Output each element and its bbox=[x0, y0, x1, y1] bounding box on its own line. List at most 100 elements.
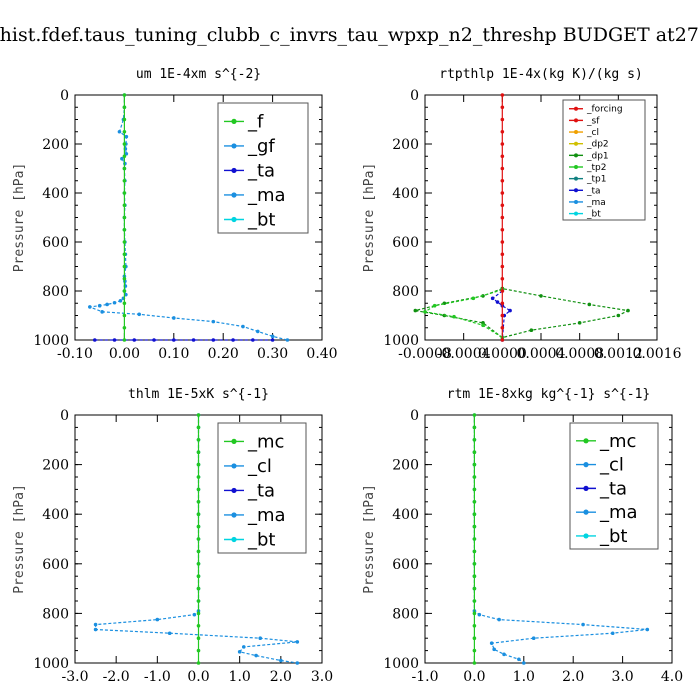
data-point bbox=[500, 252, 505, 257]
legend-marker bbox=[574, 118, 578, 123]
data-point bbox=[211, 319, 216, 324]
data-point bbox=[155, 617, 160, 622]
data-point bbox=[472, 624, 477, 628]
data-point bbox=[500, 93, 505, 97]
x-tick-label: 3.0 bbox=[311, 669, 333, 685]
legend-marker bbox=[231, 536, 237, 543]
data-point bbox=[93, 622, 98, 627]
legend-box bbox=[217, 102, 309, 234]
legend-marker bbox=[574, 130, 578, 135]
data-point bbox=[122, 276, 127, 281]
data-point bbox=[472, 599, 477, 603]
data-point bbox=[500, 215, 505, 220]
data-point bbox=[97, 303, 102, 308]
legend: _f _gf _ta _ma _bt bbox=[217, 102, 309, 234]
legend-marker bbox=[574, 188, 578, 193]
data-point bbox=[196, 413, 201, 417]
x-tick-label: -0.0008 bbox=[398, 346, 452, 362]
data-point bbox=[124, 134, 129, 139]
legend-marker bbox=[574, 164, 578, 169]
legend-label: _tp2 bbox=[586, 163, 606, 173]
data-point bbox=[472, 487, 477, 492]
legend-label: _cl bbox=[586, 128, 599, 138]
data-point bbox=[423, 310, 427, 314]
data-point bbox=[472, 586, 477, 591]
data-point bbox=[500, 178, 505, 183]
data-point bbox=[196, 450, 201, 455]
data-point bbox=[196, 475, 201, 479]
data-point bbox=[211, 338, 216, 342]
x-tick-label: 4.0 bbox=[661, 669, 683, 685]
legend-marker bbox=[231, 143, 237, 149]
y-tick-label: 1000 bbox=[33, 333, 69, 349]
data-point bbox=[500, 227, 505, 232]
legend-marker bbox=[574, 153, 578, 158]
data-point bbox=[500, 240, 505, 244]
legend: _mc _cl _ta _ma _bt bbox=[217, 422, 307, 554]
data-point bbox=[122, 142, 127, 146]
legend-marker bbox=[583, 485, 589, 491]
legend-box bbox=[217, 422, 307, 554]
data-point bbox=[472, 462, 477, 467]
legend-marker bbox=[231, 216, 237, 223]
data-point bbox=[610, 631, 615, 636]
y-axis-label: Pressure [hPa] bbox=[362, 163, 377, 273]
data-point bbox=[472, 648, 477, 653]
data-point bbox=[472, 413, 477, 417]
data-point bbox=[539, 294, 543, 298]
data-point bbox=[502, 652, 506, 657]
x-tick-label: -1.0 bbox=[412, 669, 439, 685]
panel-1: um 1E-4xm s^{-2} Pressure [hPa] 0 200 400 600… bbox=[12, 67, 338, 362]
legend-label: _bt bbox=[247, 210, 275, 231]
y-axis-label: Pressure [hPa] bbox=[12, 484, 27, 594]
series-line bbox=[415, 288, 630, 339]
panel-title: um 1E-4xm s^{-2} bbox=[136, 67, 261, 82]
x-tick-label: 3.0 bbox=[611, 669, 633, 685]
x-tick-label: -0.0004 bbox=[437, 346, 491, 362]
data-point bbox=[196, 574, 201, 578]
data-point bbox=[120, 156, 124, 161]
data-point bbox=[500, 203, 505, 208]
data-point bbox=[481, 323, 485, 328]
y-tick-label: 600 bbox=[42, 557, 69, 573]
data-point bbox=[122, 338, 127, 342]
series-line bbox=[423, 289, 503, 339]
legend-marker bbox=[231, 512, 237, 518]
y-tick-label: 600 bbox=[42, 235, 69, 251]
y-tick-label: 400 bbox=[392, 507, 419, 523]
panel-title: rtm 1E-8xkg kg^{-1} s^{-1} bbox=[447, 387, 651, 402]
data-point bbox=[581, 622, 585, 627]
legend-marker bbox=[231, 167, 237, 174]
data-point bbox=[500, 313, 505, 318]
legend-marker bbox=[574, 141, 578, 146]
data-point bbox=[241, 324, 245, 329]
data-point bbox=[270, 338, 275, 342]
data-point bbox=[196, 500, 201, 504]
data-point bbox=[122, 117, 127, 122]
x-tick-label: -0.10 bbox=[57, 346, 93, 362]
y-axis-label: Pressure [hPa] bbox=[362, 484, 377, 594]
data-point bbox=[452, 314, 456, 319]
legend-label: _mc bbox=[247, 431, 284, 452]
legend-marker bbox=[231, 192, 237, 198]
legend-label: _gf bbox=[247, 136, 275, 157]
data-point bbox=[472, 450, 477, 455]
y-tick-label: 400 bbox=[42, 186, 69, 202]
data-point bbox=[270, 334, 275, 339]
panel-3: thlm 1E-5xK s^{-1} Pressure [hPa] 0 200 400 6… bbox=[12, 387, 333, 685]
legend-label: _bt bbox=[586, 210, 601, 220]
data-point bbox=[508, 308, 512, 313]
data-point bbox=[472, 562, 477, 566]
legend-label: _ta bbox=[247, 160, 275, 181]
data-point bbox=[88, 305, 92, 309]
data-point bbox=[432, 303, 437, 308]
data-point bbox=[172, 338, 176, 342]
legend-label: _dp1 bbox=[586, 151, 609, 161]
legend-marker bbox=[574, 176, 578, 181]
data-point bbox=[472, 524, 477, 529]
data-point bbox=[122, 191, 127, 195]
data-point bbox=[196, 512, 201, 516]
data-point bbox=[237, 650, 242, 654]
y-tick-label: 1000 bbox=[383, 333, 419, 349]
data-point bbox=[196, 462, 201, 467]
